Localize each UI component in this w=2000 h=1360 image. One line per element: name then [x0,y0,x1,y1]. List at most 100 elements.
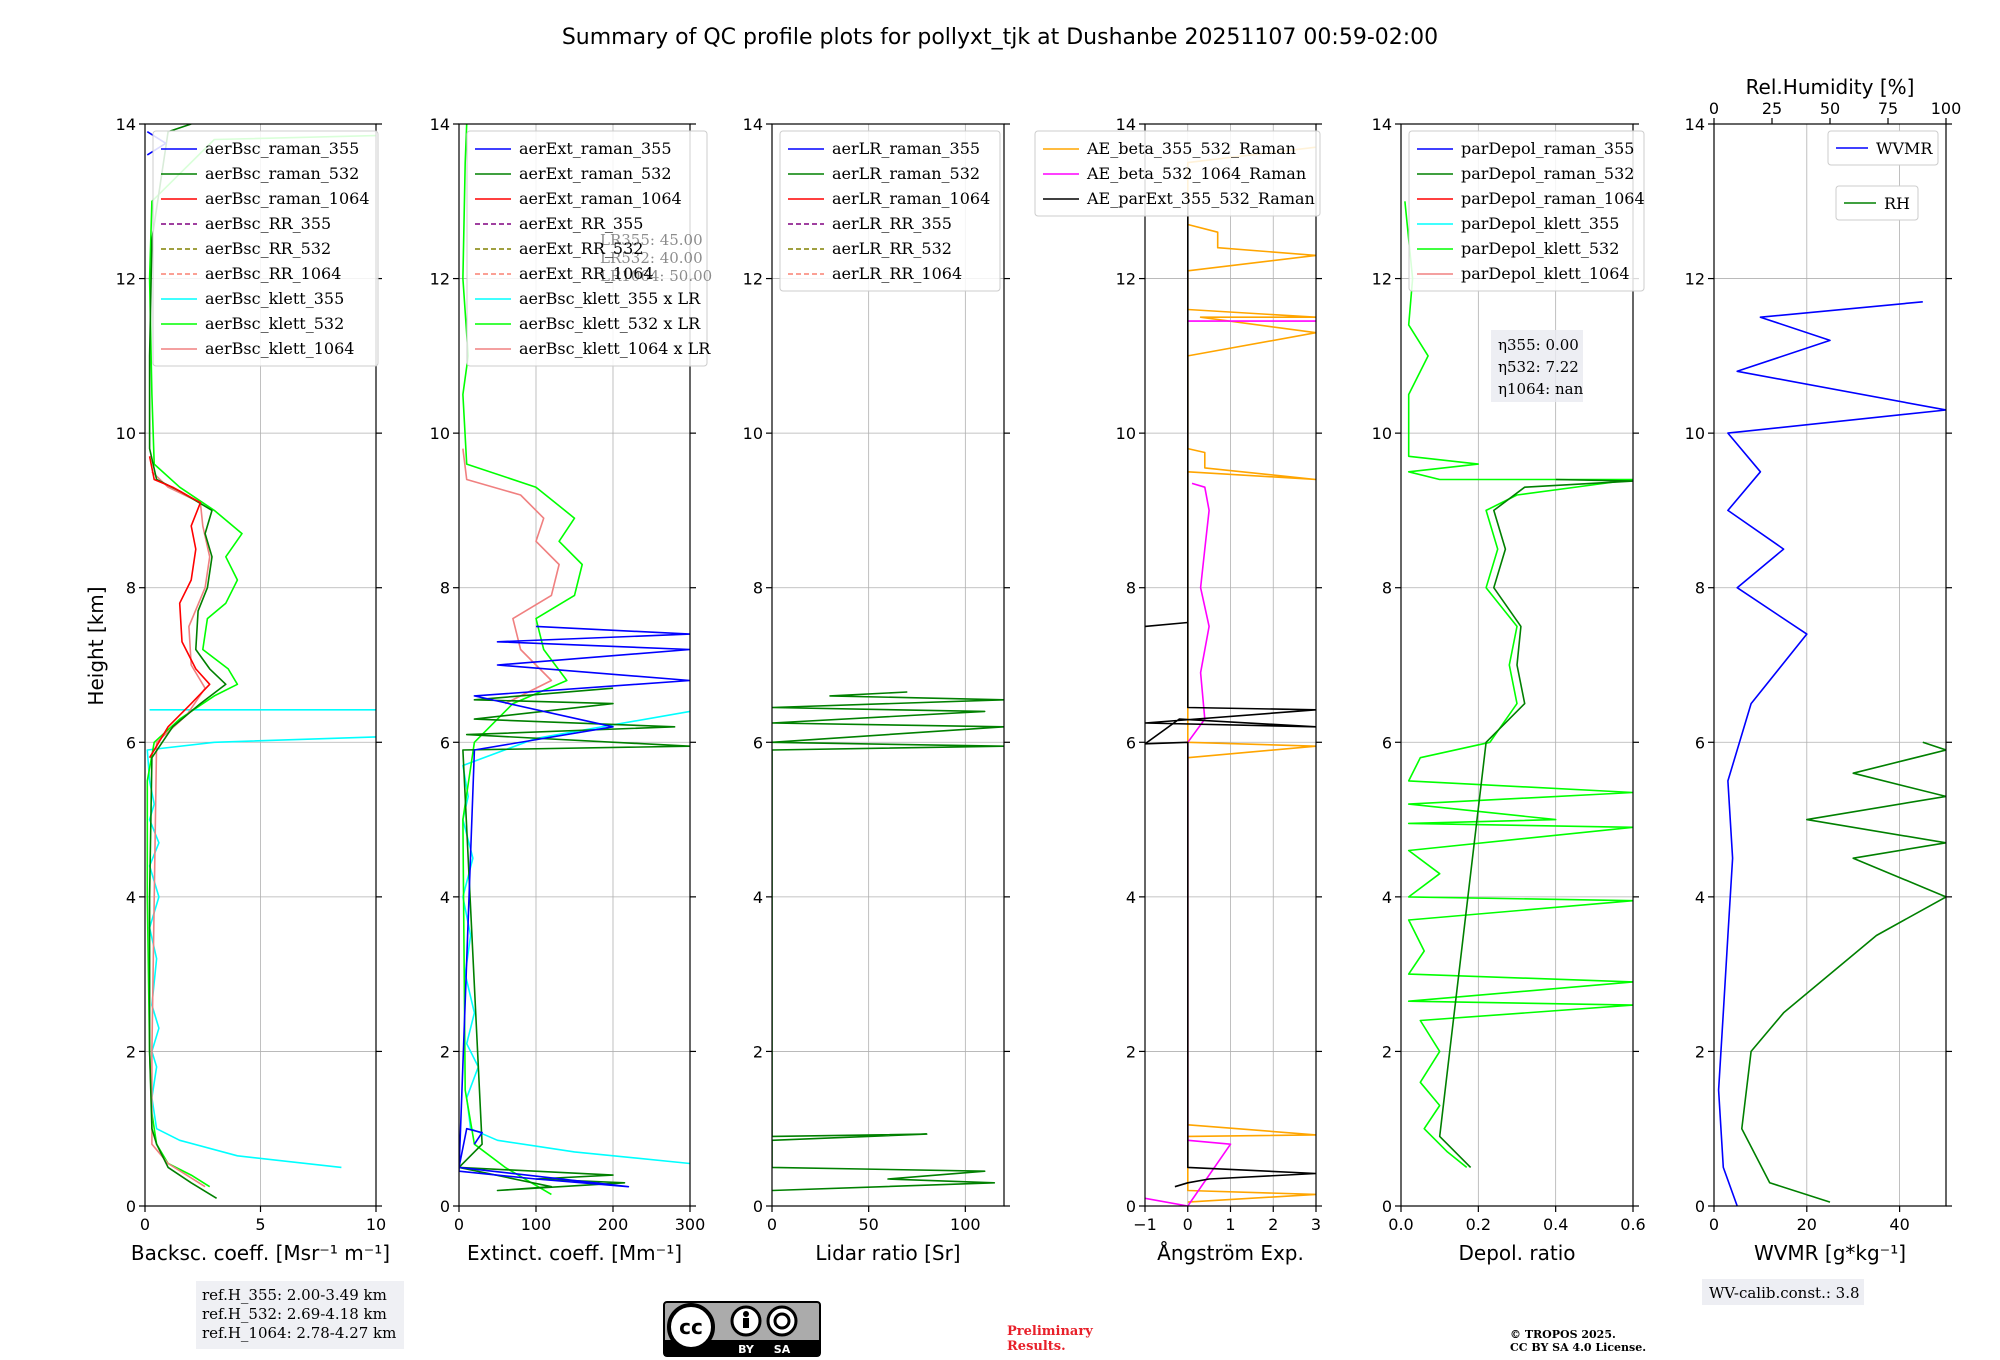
y-tick-label: 10 [116,424,136,443]
axes-frame [1713,123,1947,1207]
axes-frame [144,123,377,1207]
x-axis-label: WVMR [g*kg⁻¹] [1754,1241,1906,1265]
y-tick-label: 4 [753,888,763,907]
series-aerbsc-klett-1064-x-lr [462,448,560,705]
eta-355: η355: 0.00 [1498,336,1579,354]
y-tick-label: 0 [1695,1197,1705,1216]
wv-calib-const: WV-calib.const.: 3.8 [1709,1284,1860,1302]
x-tick-label: 5 [255,1215,265,1234]
x-tick-label: 100 [950,1215,981,1234]
y-tick-label: 8 [126,579,136,598]
legend-label: aerBsc_klett_532 [205,314,344,333]
y-tick-label: 10 [743,424,763,443]
legend-label: aerBsc_klett_1064 [205,339,354,358]
axes-frame [1144,123,1317,1207]
legend-label: aerLR_raman_1064 [832,189,990,208]
copyright-line-2: CC BY SA 4.0 License. [1510,1341,1646,1354]
legend-label: parDepol_klett_532 [1461,239,1619,258]
y-tick-label: 4 [1126,888,1136,907]
x-tick-label: 3 [1311,1215,1321,1234]
y-tick-label: 12 [430,270,450,289]
x2-axis-label: Rel.Humidity [%] [1746,75,1915,99]
lr-532: LR532: 40.00 [600,249,703,267]
legend-label: parDepol_raman_532 [1461,164,1634,183]
legend-label: aerBsc_raman_1064 [205,189,370,208]
legend: parDepol_raman_355 parDepol_raman_532 parD… [1408,130,1645,292]
x-tick-label: 0 [1183,1215,1193,1234]
legend-label: aerBsc_RR_1064 [205,264,341,283]
series-aerbsc-klett-355 [146,736,376,1169]
y-tick-label: 2 [1126,1042,1136,1061]
x-tick-label: 0 [767,1215,777,1234]
series-pardepol-raman-532 [1438,478,1633,1168]
y-tick-label: 8 [1382,579,1392,598]
series-rh [1741,741,1946,1203]
legend: aerBsc_raman_355 aerBsc_raman_532 aerBsc_r… [152,130,379,367]
legend: aerLR_raman_355 aerLR_raman_532 aerLR_rama… [779,130,1001,292]
ref-height-1064: ref.H_1064: 2.78-4.27 km [202,1324,396,1342]
lr-1064: LR1064: 50.00 [600,267,712,285]
series-aerbsc-klett-1064 [151,471,211,1188]
legend-label: aerExt_RR_1064 [519,264,654,283]
x-tick-label: 100 [521,1215,552,1234]
legend-label: parDepol_raman_355 [1461,139,1634,158]
legend-label: aerLR_raman_532 [832,164,980,183]
axes-frame [771,123,1005,1207]
legend-label: aerLR_RR_355 [832,214,952,233]
legend-label: aerExt_raman_1064 [519,189,682,208]
x-tick-label: 50 [858,1215,878,1234]
y-tick-label: 14 [1685,115,1705,134]
preliminary-line-1: Preliminary [1007,1324,1093,1339]
x-axis-label: Depol. ratio [1458,1241,1575,1265]
eta-532: η532: 7.22 [1498,358,1579,376]
x-tick-label: −1 [1133,1215,1157,1234]
panel-bsc: 0 2 4 6 8 10 12 14 0 5 10 Backsc. coeff. [Msr⁻¹ m⁻¹… [116,115,390,1265]
x2-tick-label: 75 [1878,99,1898,118]
series-aerbsc-raman-532 [148,124,227,1199]
x-tick-label: 0.4 [1543,1215,1568,1234]
figure-title: Summary of QC profile plots for pollyxt_… [562,25,1438,50]
series-group [1145,146,1316,1206]
y-tick-label: 14 [743,115,763,134]
y-tick-label: 12 [1685,270,1705,289]
y-tick-label: 4 [440,888,450,907]
legend-wvmr: WVMR [1827,130,1939,166]
series-aerext-raman-532 [459,687,690,1192]
legend-label: WVMR [1876,139,1933,158]
legend: AE_beta_355_532_Raman AE_beta_532_1064_Ra… [1034,130,1321,217]
legend-label: aerExt_RR_532 [519,239,643,258]
y-tick-label: 2 [1382,1042,1392,1061]
y-tick-label: 4 [1382,888,1392,907]
y-tick-label: 0 [1382,1197,1392,1216]
y-tick-label: 8 [753,579,763,598]
y-tick-label: 14 [116,115,136,134]
legend-label: parDepol_klett_1064 [1461,264,1630,283]
y-axis-label: Height [km] [84,586,108,705]
y-tick-label: 8 [440,579,450,598]
y-tick-label: 6 [753,733,763,752]
y-tick-label: 12 [1116,270,1136,289]
y-tick-label: 6 [440,733,450,752]
y-tick-label: 8 [1126,579,1136,598]
x-axis-label: Extinct. coeff. [Mm⁻¹] [467,1241,682,1265]
y-tick-label: 12 [116,270,136,289]
legend-label: parDepol_raman_1064 [1461,189,1645,208]
legend-rh: RH [1835,185,1919,221]
x2-tick-label: 100 [1931,99,1962,118]
by-label: BY [738,1343,755,1356]
series-group [1717,301,1946,1206]
panel-lr: 0 2 4 6 8 10 12 14 0 50 100 Lidar ratio [Sr] aerLR_r… [743,115,1010,1265]
y-tick-label: 0 [440,1197,450,1216]
legend-label: aerBsc_raman_355 [205,139,359,158]
series-group [1404,201,1633,1169]
legend-label: AE_parExt_355_532_Raman [1086,189,1315,208]
x-tick-label: 0.0 [1388,1215,1413,1234]
legend-label: AE_beta_532_1064_Raman [1086,164,1306,183]
series-group [146,124,376,1199]
y-tick-label: 8 [1695,579,1705,598]
series-ae-parext-355-532-raman [1145,621,1316,1188]
y-tick-label: 14 [430,115,450,134]
sa-icon [766,1305,798,1337]
